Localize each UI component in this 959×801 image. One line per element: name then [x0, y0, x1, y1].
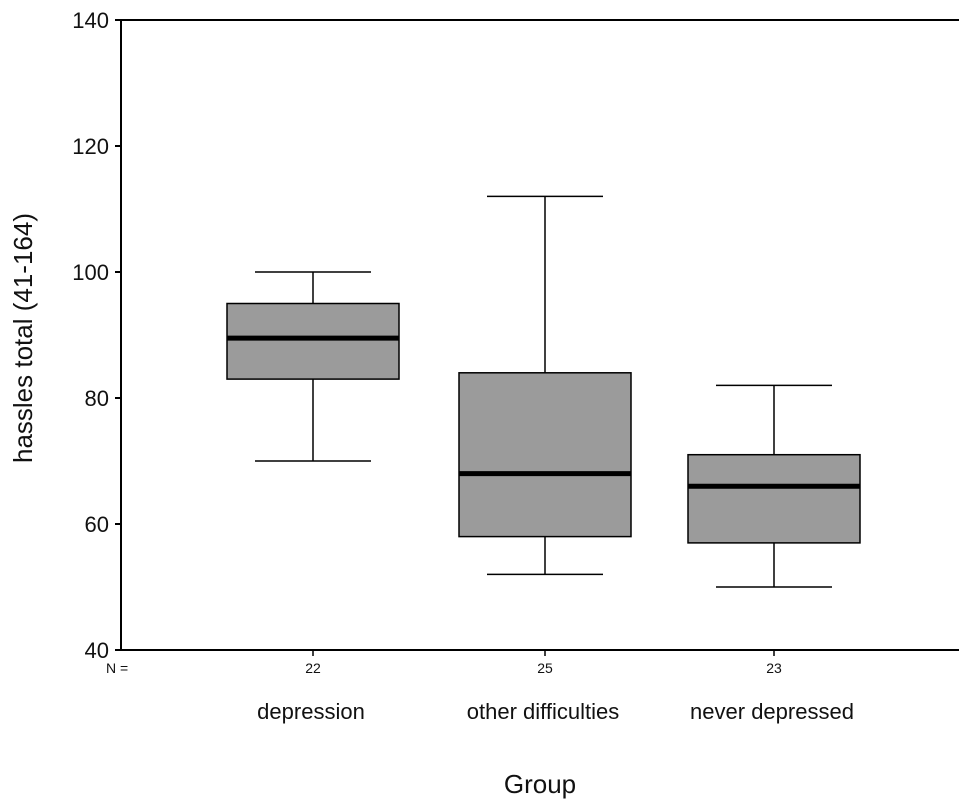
y-tick-label: 40 [85, 638, 109, 663]
y-axis-title: hassles total (41-164) [8, 213, 38, 463]
y-tick-label: 80 [85, 386, 109, 411]
y-tick-label: 100 [72, 260, 109, 285]
category-label: depression [257, 699, 365, 724]
n-value-label: 23 [766, 660, 782, 676]
n-value-label: 22 [305, 660, 321, 676]
y-tick-label: 60 [85, 512, 109, 537]
category-label: never depressed [690, 699, 854, 724]
box-iqr [687, 453, 861, 544]
category-label: other difficulties [467, 699, 619, 724]
y-tick-label: 140 [72, 8, 109, 33]
box-iqr [226, 302, 400, 380]
n-label: N = [106, 660, 128, 676]
x-axis-title: Group [504, 769, 576, 799]
y-tick-label: 120 [72, 134, 109, 159]
box-iqr [458, 372, 632, 538]
n-value-label: 25 [537, 660, 553, 676]
